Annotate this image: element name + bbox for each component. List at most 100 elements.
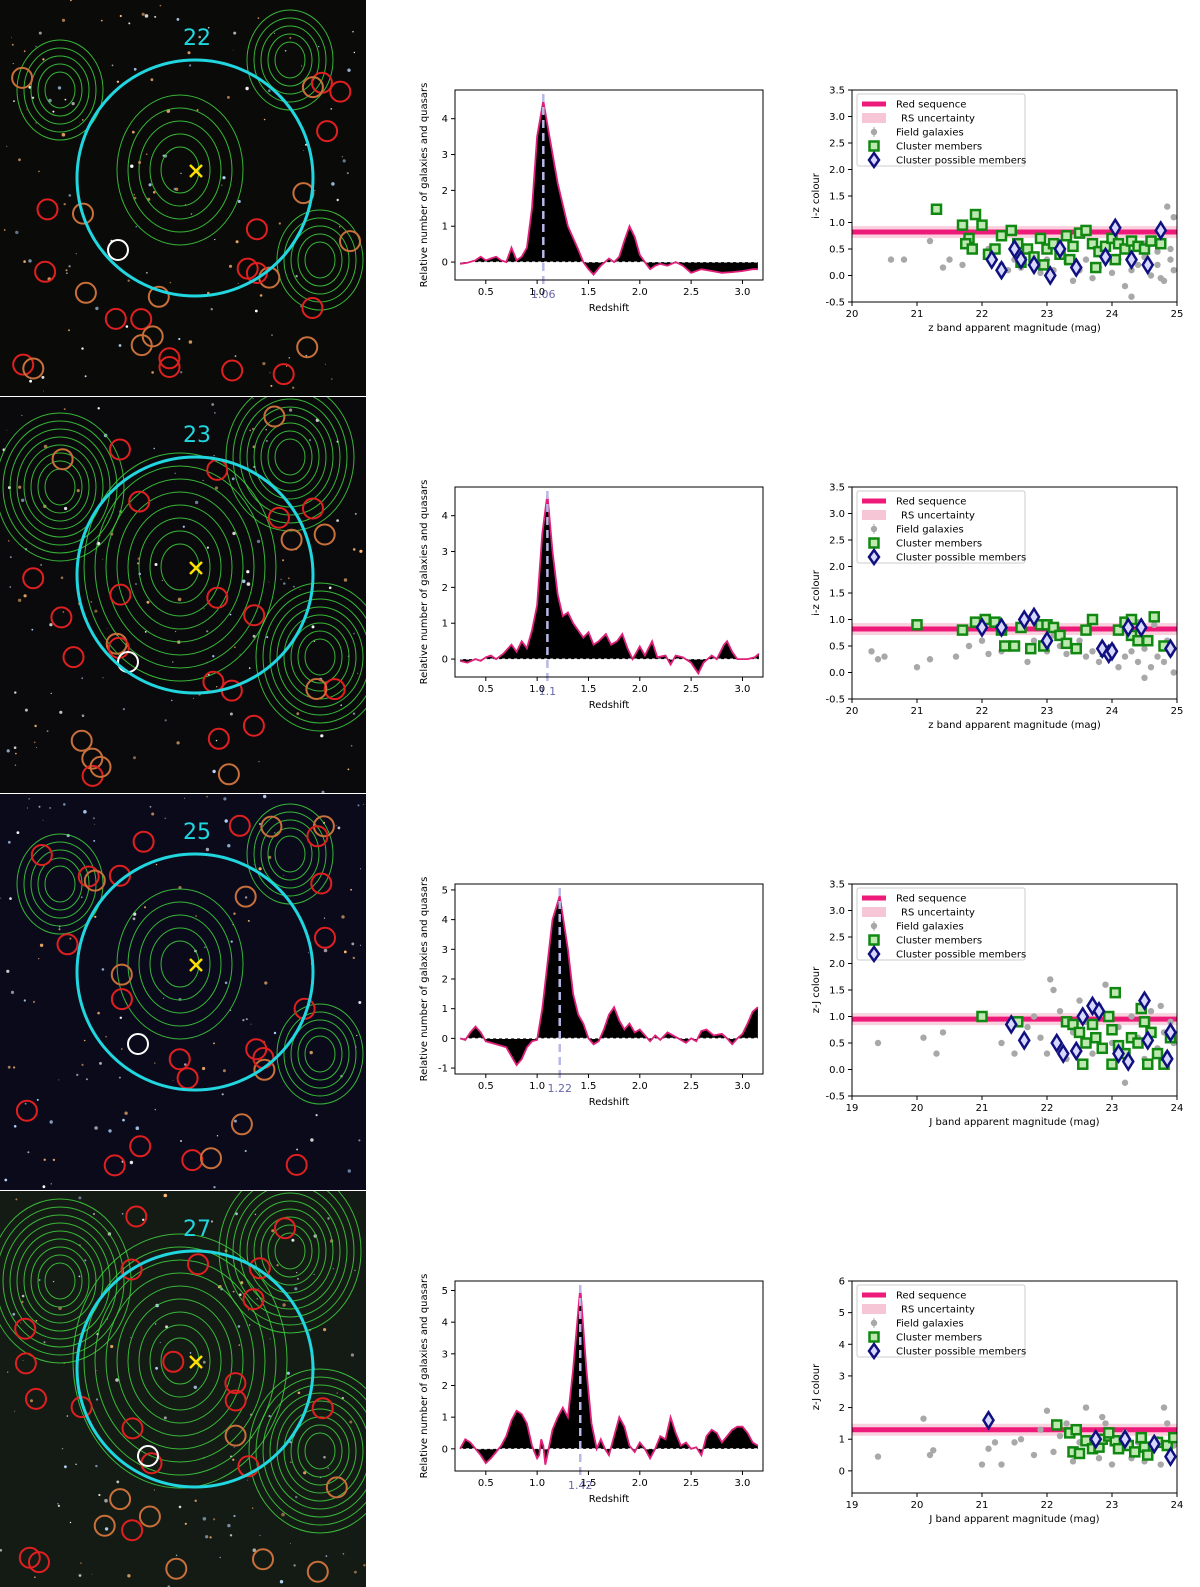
galaxy-marker (316, 120, 339, 143)
star (78, 1275, 81, 1278)
x-tick-label: 1.0 (529, 1478, 545, 1489)
star (259, 1534, 261, 1537)
star (247, 919, 250, 922)
density-contour (255, 1376, 366, 1526)
field-galaxy-point (1089, 1050, 1096, 1057)
colour-magnitude-diagram: 20 21 22 23 24 25 -0.5 0.0 0.5 1.0 1.5 2.0 2.5 3.0 3.5… (811, 86, 1183, 335)
star (360, 944, 361, 946)
star (14, 691, 17, 694)
star (21, 498, 25, 502)
star (296, 712, 300, 716)
star (36, 1098, 39, 1101)
star (164, 817, 166, 819)
star (175, 631, 177, 633)
star (247, 1309, 250, 1311)
star (256, 1298, 258, 1300)
redshift-histogram: 1.22 0.5 1.0 1.5 2.0 2.5 3.0 -1 0 1 2 3 4 5 Redshift Re… (419, 877, 764, 1108)
star (245, 1018, 248, 1021)
cluster-member-point (1034, 232, 1047, 245)
cluster-member-point (1090, 1031, 1102, 1044)
star (205, 847, 210, 852)
field-galaxy-point (1043, 1050, 1051, 1057)
star (342, 1553, 345, 1555)
star (6, 969, 10, 973)
star (155, 863, 158, 866)
star (202, 1066, 206, 1071)
cluster-member-point (1161, 1439, 1173, 1452)
star (75, 253, 77, 255)
galaxy-marker (181, 1149, 204, 1172)
redshift-histogram: 1.06 0.5 1.0 1.5 2.0 2.5 3.0 0 1 2 3 4 Redshift Relat… (419, 83, 764, 314)
star (212, 769, 216, 774)
cluster-member-point (1060, 637, 1073, 650)
star (163, 1193, 168, 1198)
star (202, 479, 204, 481)
field-galaxy-point (1151, 621, 1158, 628)
cluster-member-point (1168, 1431, 1177, 1444)
density-contour (253, 1208, 327, 1294)
star (237, 200, 241, 203)
star (347, 1169, 351, 1173)
star (15, 1198, 18, 1201)
star (99, 1062, 102, 1065)
density-contour (16, 833, 104, 935)
star (209, 1536, 212, 1539)
star (26, 108, 27, 110)
field-galaxy-point (1128, 267, 1135, 274)
density-contour (274, 438, 306, 476)
star (286, 1371, 290, 1375)
star (178, 337, 181, 341)
star (227, 96, 230, 99)
star (193, 697, 194, 699)
colour-magnitude-diagram: 20 21 22 23 24 25 -0.5 0.0 0.5 1.0 1.5 2.0 2.5 3.0 3.5… (811, 483, 1183, 732)
x-tick-label: 23 (1106, 1103, 1119, 1114)
histogram-fill (460, 1287, 758, 1465)
galaxy-marker (74, 281, 97, 304)
star (7, 1371, 9, 1373)
star (93, 1213, 95, 1215)
star (282, 1303, 286, 1307)
star (252, 1507, 254, 1509)
cluster-member-point (1080, 1037, 1092, 1049)
galaxy-marker (168, 1048, 191, 1071)
cluster-member-point (976, 1010, 988, 1023)
galaxy-marker (50, 606, 73, 629)
star (233, 912, 236, 915)
star (258, 822, 262, 826)
star (31, 628, 34, 631)
cluster-member-point (1073, 1026, 1086, 1039)
field-galaxy-point (1128, 293, 1135, 300)
field-galaxy-point (1063, 650, 1070, 658)
field-galaxy-point (978, 637, 986, 644)
x-tick-label: 24 (1106, 706, 1119, 717)
field-galaxy-point (1099, 1413, 1106, 1421)
y-axis-label: Relative number of galaxies and quasars (419, 1274, 430, 1479)
star (95, 1464, 98, 1468)
galaxy-marker (329, 80, 352, 103)
y-tick-label: 3 (442, 547, 448, 558)
possible-member-point (1138, 990, 1151, 1011)
x-axis-label: Redshift (589, 700, 630, 711)
star (61, 132, 66, 137)
sky-image: 23 (0, 397, 366, 793)
density-contour (290, 225, 350, 295)
galaxy-marker (51, 448, 74, 471)
galaxy-marker (11, 66, 34, 89)
y-tick-label: 0.0 (829, 668, 845, 679)
legend-entry: Red sequence (896, 497, 966, 508)
star (159, 1341, 161, 1344)
star (202, 1360, 206, 1364)
x-axis-label: Redshift (589, 303, 630, 314)
star (180, 371, 183, 374)
density-contour (239, 1192, 341, 1310)
star (247, 1479, 249, 1481)
possible-member-point (1164, 638, 1177, 660)
legend-entry: Cluster possible members (896, 156, 1026, 167)
density-contour (283, 1011, 357, 1097)
peak-label: 1.42 (568, 1479, 593, 1492)
star (42, 819, 44, 821)
star (258, 867, 262, 871)
possible-member-point (1121, 1051, 1135, 1072)
star (323, 917, 326, 919)
galaxy-marker (242, 1288, 265, 1311)
